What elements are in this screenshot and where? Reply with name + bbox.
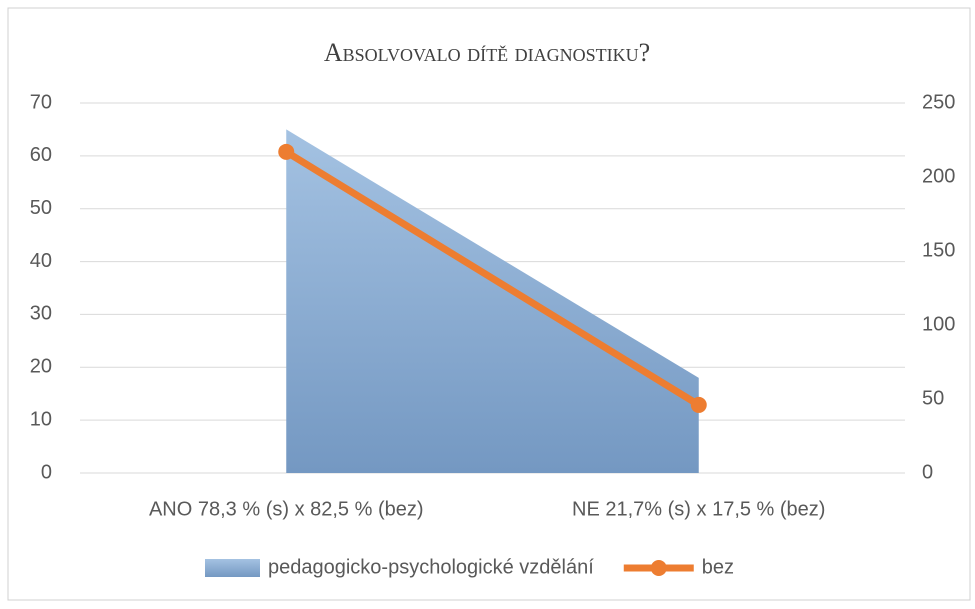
y-tick-label: 30 [30,303,52,325]
legend-label: bez [702,556,734,578]
line-marker [690,396,707,413]
y-tick-label: 20 [30,356,52,378]
legend-marker [650,560,667,576]
y2-tick-label: 50 [922,387,944,409]
chart-title: Absolvovalo dítě diagnostiku? [324,38,650,67]
y2-tick-label: 0 [922,461,933,483]
y-tick-label: 40 [30,250,52,272]
y-tick-label: 50 [30,197,52,219]
x-tick-label: ANO 78,3 % (s) x 82,5 % (bez) [149,498,424,520]
y2-tick-label: 100 [922,313,955,335]
line-marker [278,143,295,160]
legend-swatch [205,559,260,577]
x-tick-label: NE 21,7% (s) x 17,5 % (bez) [572,498,825,520]
y-tick-label: 10 [30,408,52,430]
line [282,148,703,409]
y-tick-label: 70 [30,91,52,113]
y2-tick-label: 150 [922,239,955,261]
legend-label: pedagogicko-psychologické vzdělání [268,556,594,578]
y-tick-label: 0 [41,461,52,483]
y2-tick-label: 250 [922,91,955,113]
y2-tick-label: 200 [922,165,955,187]
y-tick-label: 60 [30,144,52,166]
